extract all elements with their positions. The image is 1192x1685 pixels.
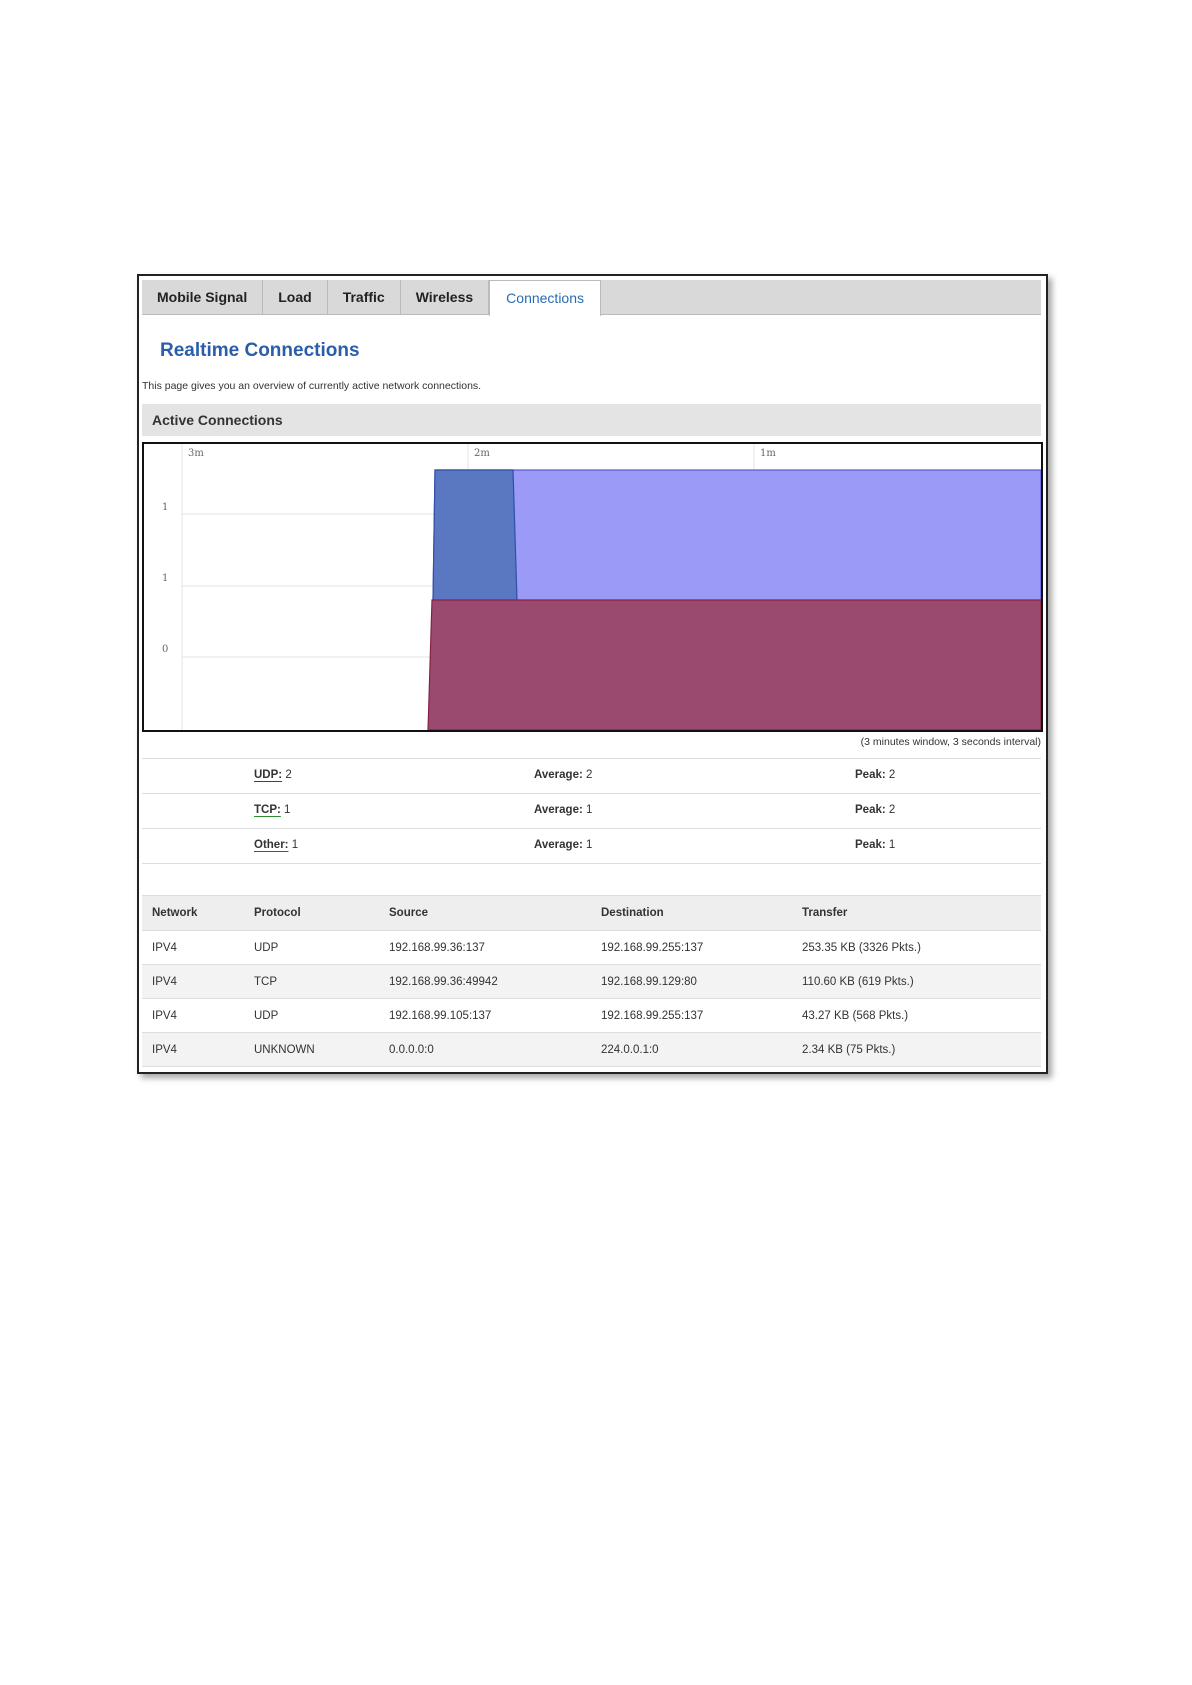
tab-load[interactable]: Load [263, 280, 328, 314]
cell-protocol: UDP [244, 998, 379, 1033]
cell-destination: 192.168.99.129:80 [591, 964, 792, 999]
x-tick-label: 1m [760, 448, 776, 459]
y-tick-label: 1 [162, 573, 168, 584]
connection-stats: UDP: 2 Average: 2 Peak: 2 TCP: 1 Average… [142, 758, 1041, 864]
tab-connections[interactable]: Connections [489, 280, 601, 316]
table-row: IPV4 UDP 192.168.99.105:137 192.168.99.2… [142, 998, 1041, 1033]
graph-svg: 3m 2m 1m 1 1 0 [162, 444, 1041, 730]
connections-graph: 3m 2m 1m 1 1 0 [142, 442, 1043, 732]
peak-label: Peak: [855, 839, 886, 851]
x-tick-label: 2m [474, 448, 490, 459]
cell-protocol: UNKNOWN [244, 1032, 379, 1067]
cell-transfer: 110.60 KB (619 Pkts.) [792, 964, 1041, 999]
stat-row-udp: UDP: 2 Average: 2 Peak: 2 [142, 758, 1041, 793]
tab-traffic[interactable]: Traffic [328, 280, 401, 314]
table-row: IPV4 UDP 192.168.99.36:137 192.168.99.25… [142, 930, 1041, 965]
cell-destination: 192.168.99.255:137 [591, 998, 792, 1033]
average-label: Average: [534, 769, 583, 781]
cell-destination: 192.168.99.255:137 [591, 930, 792, 965]
other-current: 1 [291, 839, 299, 851]
column-header-network: Network [142, 895, 244, 931]
tab-wireless[interactable]: Wireless [401, 280, 490, 314]
tab-mobile-signal[interactable]: Mobile Signal [142, 280, 264, 314]
cell-network: IPV4 [142, 1032, 244, 1067]
average-label: Average: [534, 839, 583, 851]
y-tick-label: 0 [162, 644, 168, 655]
other-label: Other: [254, 839, 289, 851]
stat-row-other: Other: 1 Average: 1 Peak: 1 [142, 828, 1041, 864]
cell-transfer: 43.27 KB (568 Pkts.) [792, 998, 1041, 1033]
connections-panel: Mobile Signal Load Traffic Wireless Conn… [137, 274, 1048, 1074]
column-header-protocol: Protocol [244, 895, 379, 931]
udp-peak: 2 [888, 769, 896, 781]
page-description: This page gives you an overview of curre… [142, 380, 482, 392]
udp-current: 2 [285, 769, 292, 781]
average-label: Average: [534, 804, 583, 816]
connections-table: Network Protocol Source Destination Tran… [142, 895, 1041, 1067]
column-header-source: Source [379, 895, 591, 931]
stat-row-tcp: TCP: 1 Average: 1 Peak: 2 [142, 793, 1041, 828]
udp-average: 2 [586, 769, 593, 781]
peak-label: Peak: [855, 769, 886, 781]
cell-transfer: 253.35 KB (3326 Pkts.) [792, 930, 1041, 965]
page-title: Realtime Connections [160, 340, 360, 361]
tcp-current: 1 [284, 804, 291, 816]
cell-source: 192.168.99.36:137 [379, 930, 591, 965]
cell-protocol: TCP [244, 964, 379, 999]
cell-destination: 224.0.0.1:0 [591, 1032, 792, 1067]
udp-label: UDP: [254, 769, 283, 781]
other-peak: 1 [888, 839, 896, 851]
column-header-destination: Destination [591, 895, 792, 931]
y-tick-label: 1 [162, 502, 168, 513]
tcp-average: 1 [586, 804, 593, 816]
cell-source: 192.168.99.36:49942 [379, 964, 591, 999]
table-row: IPV4 UNKNOWN 0.0.0.0:0 224.0.0.1:0 2.34 … [142, 1032, 1041, 1067]
tab-bar: Mobile Signal Load Traffic Wireless Conn… [142, 280, 1041, 316]
table-header-row: Network Protocol Source Destination Tran… [142, 895, 1041, 931]
tcp-label: TCP: [254, 804, 281, 816]
cell-transfer: 2.34 KB (75 Pkts.) [792, 1032, 1041, 1067]
cell-source: 192.168.99.105:137 [379, 998, 591, 1033]
table-row: IPV4 TCP 192.168.99.36:49942 192.168.99.… [142, 964, 1041, 999]
cell-source: 0.0.0.0:0 [379, 1032, 591, 1067]
other-area [427, 599, 1041, 730]
other-average: 1 [586, 839, 593, 851]
graph-window-note: (3 minutes window, 3 seconds interval) [860, 736, 1041, 748]
peak-label: Peak: [855, 804, 886, 816]
section-header: Active Connections [142, 404, 1041, 436]
cell-network: IPV4 [142, 998, 244, 1033]
tcp-peak: 2 [888, 804, 896, 816]
cell-network: IPV4 [142, 930, 244, 965]
cell-protocol: UDP [244, 930, 379, 965]
column-header-transfer: Transfer [792, 895, 1041, 931]
cell-network: IPV4 [142, 964, 244, 999]
x-tick-label: 3m [188, 448, 204, 459]
